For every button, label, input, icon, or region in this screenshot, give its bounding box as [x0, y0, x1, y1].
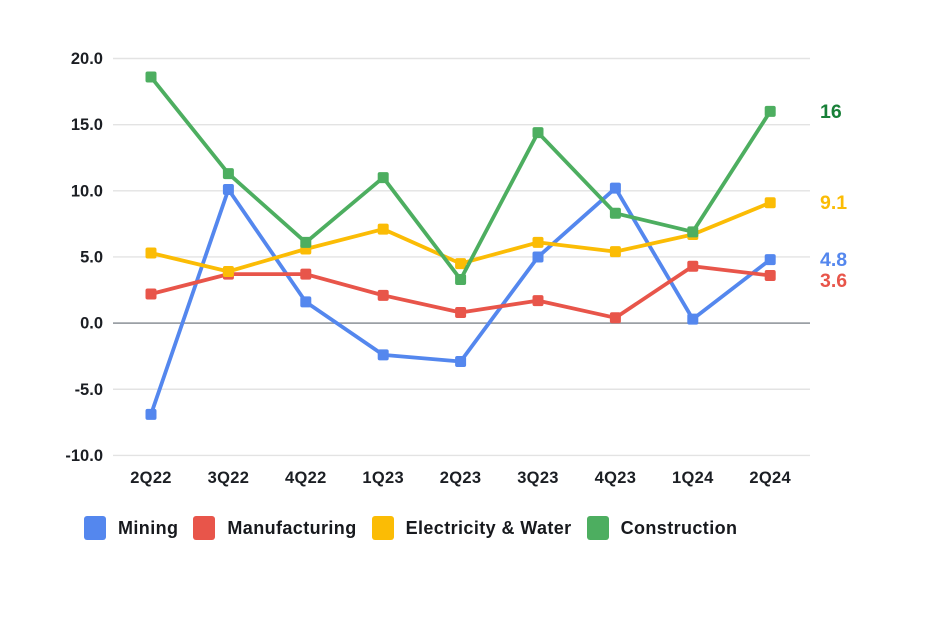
series-end-label: 4.8 [820, 249, 847, 271]
data-point-electricity-water-3q22 [222, 266, 234, 278]
x-tick-label: 4Q23 [595, 469, 637, 487]
y-tick-label: 0.0 [80, 315, 103, 333]
data-point-electricity-water-2q23 [455, 258, 467, 270]
data-point-construction-1q23 [377, 172, 389, 184]
y-tick-label: 15.0 [71, 116, 103, 134]
x-tick-label: 3Q23 [517, 469, 559, 487]
chart-legend: Mining Manufacturing Electricity & Water Co… [84, 516, 737, 540]
data-point-manufacturing-2q23 [455, 307, 467, 319]
data-point-mining-3q22 [222, 183, 234, 195]
line-chart: -10.0 -5.0 0.0 5.0 10.0 15.0 20.0 2Q22 3Q22 4Q22 1… [65, 50, 847, 487]
y-tick-label: -5.0 [75, 381, 103, 399]
x-tick-label: 2Q22 [130, 469, 172, 487]
data-point-manufacturing-1q23 [377, 289, 389, 301]
legend-item-electricity-water: Electricity & Water [371, 516, 572, 540]
data-point-construction-2q24 [764, 105, 776, 117]
data-point-mining-1q24 [687, 313, 699, 325]
series-line-construction [149, 75, 773, 282]
y-tick-label: 10.0 [71, 182, 103, 200]
data-point-construction-4q22 [300, 236, 312, 248]
data-point-mining-1q23 [377, 349, 389, 361]
data-point-electricity-water-4q23 [609, 246, 621, 258]
data-point-manufacturing-2q24 [764, 269, 776, 281]
series-end-label: 9.1 [820, 192, 847, 214]
legend-label: Electricity & Water [405, 518, 572, 538]
data-point-mining-2q23 [455, 355, 467, 367]
series-end-label: 16 [820, 101, 842, 123]
legend-item-manufacturing: Manufacturing [193, 516, 356, 540]
legend-label: Construction [620, 518, 738, 538]
y-tick-label: 5.0 [80, 248, 103, 266]
legend-label: Mining [118, 518, 179, 538]
data-point-mining-4q22 [300, 296, 312, 308]
data-point-construction-4q23 [609, 207, 621, 219]
legend-swatch-icon [371, 516, 394, 540]
x-tick-label: 1Q24 [672, 469, 714, 487]
data-point-manufacturing-1q24 [687, 260, 699, 272]
legend-swatch-icon [193, 516, 216, 540]
data-point-construction-2q22 [145, 71, 157, 83]
data-point-electricity-water-2q24 [764, 197, 776, 209]
x-tick-label: 3Q22 [208, 469, 250, 487]
y-tick-label: -10.0 [65, 447, 103, 465]
data-point-electricity-water-1q23 [377, 223, 389, 235]
data-point-manufacturing-4q23 [609, 312, 621, 324]
data-point-electricity-water-2q22 [145, 247, 157, 259]
data-point-mining-4q23 [609, 182, 621, 194]
data-point-mining-2q22 [145, 408, 157, 420]
data-point-electricity-water-3q23 [532, 236, 544, 248]
x-tick-label: 4Q22 [285, 469, 327, 487]
data-point-construction-3q22 [222, 168, 234, 180]
data-point-construction-3q23 [532, 127, 544, 139]
series-line-mining [149, 186, 773, 417]
data-point-manufacturing-2q22 [145, 288, 157, 300]
data-point-manufacturing-3q23 [532, 295, 544, 307]
legend-item-mining: Mining [84, 516, 178, 540]
x-tick-label: 2Q24 [749, 469, 791, 487]
legend-swatch-icon [84, 516, 106, 540]
legend-item-construction: Construction [586, 516, 738, 540]
data-point-mining-3q23 [532, 251, 544, 263]
legend-label: Manufacturing [227, 518, 357, 538]
x-tick-label: 1Q23 [362, 469, 404, 487]
data-point-construction-2q23 [455, 273, 467, 285]
data-point-construction-1q24 [687, 226, 699, 238]
x-tick-label: 2Q23 [440, 469, 482, 487]
series-end-label: 3.6 [820, 270, 847, 292]
y-tick-label: 20.0 [71, 50, 103, 68]
data-point-manufacturing-4q22 [300, 268, 312, 280]
data-point-mining-2q24 [764, 254, 776, 266]
legend-swatch-icon [586, 516, 609, 540]
